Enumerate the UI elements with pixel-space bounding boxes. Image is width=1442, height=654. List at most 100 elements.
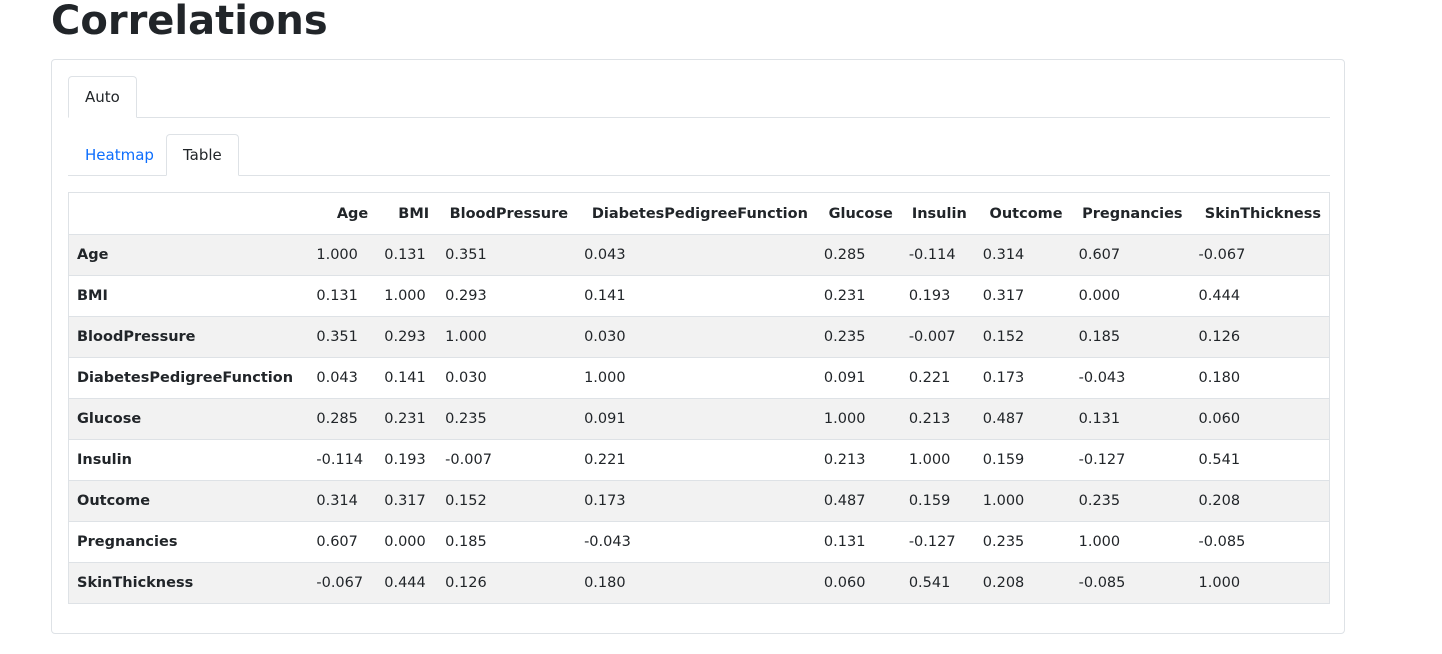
row-header: Age — [68, 234, 309, 276]
row-header: BloodPressure — [68, 316, 309, 358]
table-cell: 0.141 — [576, 275, 816, 317]
table-row: Pregnancies 0.607 0.000 0.185 -0.043 0.131 -0.… — [68, 521, 1330, 563]
table-cell: 0.141 — [376, 357, 438, 399]
table-cell: 0.351 — [437, 234, 577, 276]
table-cell: 0.351 — [308, 316, 377, 358]
table-cell: 0.060 — [815, 562, 901, 604]
table-cell: 0.152 — [437, 480, 577, 522]
table-cell: 0.317 — [376, 480, 438, 522]
table-cell: 0.043 — [308, 357, 377, 399]
table-cell: 1.000 — [437, 316, 577, 358]
table-cell: 0.208 — [1190, 480, 1330, 522]
table-cell: 0.060 — [1190, 398, 1330, 440]
table-cell: 0.185 — [437, 521, 577, 563]
inner-tab-bar: Heatmap Table — [68, 134, 1330, 176]
table-cell: 0.152 — [974, 316, 1071, 358]
table-cell: -0.114 — [900, 234, 975, 276]
table-cell: 0.159 — [974, 439, 1071, 481]
table-cell: 1.000 — [900, 439, 975, 481]
table-cell: 0.607 — [308, 521, 377, 563]
table-cell: 0.131 — [815, 521, 901, 563]
table-cell: 1.000 — [815, 398, 901, 440]
table-cell: 1.000 — [974, 480, 1071, 522]
column-header: Glucose — [828, 205, 893, 222]
table-header-row: Age BMI BloodPressure DiabetesPedigreeFu… — [69, 193, 1330, 235]
table-cell: -0.085 — [1070, 562, 1191, 604]
table-cell: 0.541 — [1190, 439, 1330, 481]
row-header: DiabetesPedigreeFunction — [68, 357, 309, 399]
table-cell: 1.000 — [308, 234, 377, 276]
column-header: Age — [336, 205, 369, 222]
table-cell: 0.131 — [376, 234, 438, 276]
table-cell: -0.127 — [1070, 439, 1191, 481]
table-cell: -0.085 — [1190, 521, 1330, 563]
table-cell: 1.000 — [1070, 521, 1191, 563]
tab-heatmap[interactable]: Heatmap — [85, 146, 154, 164]
table-cell: 0.131 — [308, 275, 377, 317]
column-header: DiabetesPedigreeFunction — [591, 205, 808, 222]
column-header: Outcome — [989, 205, 1063, 222]
table-cell: 0.221 — [900, 357, 975, 399]
correlation-table: Age BMI BloodPressure DiabetesPedigreeFu… — [68, 192, 1330, 604]
column-header: BloodPressure — [449, 205, 569, 222]
table-cell: 0.444 — [1190, 275, 1330, 317]
tab-table[interactable]: Table — [166, 134, 239, 176]
table-cell: 0.231 — [815, 275, 901, 317]
table-cell: 0.314 — [308, 480, 377, 522]
table-cell: 1.000 — [1190, 562, 1330, 604]
table-cell: 0.126 — [437, 562, 577, 604]
table-row: BMI 0.131 1.000 0.293 0.141 0.231 0.193 0.317 0.… — [68, 275, 1330, 317]
table-cell: 0.173 — [974, 357, 1071, 399]
table-cell: -0.067 — [308, 562, 377, 604]
table-cell: 0.159 — [900, 480, 975, 522]
table-cell: -0.114 — [308, 439, 377, 481]
column-header: Insulin — [911, 205, 967, 222]
table-cell: 0.293 — [376, 316, 438, 358]
row-header: Outcome — [68, 480, 309, 522]
table-cell: 0.000 — [1070, 275, 1191, 317]
row-header: Pregnancies — [68, 521, 309, 563]
outer-tab-bar: Auto — [68, 76, 1330, 118]
table-cell: 0.285 — [815, 234, 901, 276]
table-cell: 0.091 — [815, 357, 901, 399]
table-row: Age 1.000 0.131 0.351 0.043 0.285 -0.114 0.314 0… — [68, 234, 1330, 276]
correlations-card: Auto Heatmap Table Age BMI BloodPressure… — [51, 59, 1345, 634]
table-cell: 0.043 — [576, 234, 816, 276]
table-cell: 0.030 — [437, 357, 577, 399]
table-cell: 1.000 — [576, 357, 816, 399]
table-cell: 0.487 — [815, 480, 901, 522]
table-cell: 0.185 — [1070, 316, 1191, 358]
tab-auto[interactable]: Auto — [68, 76, 137, 118]
table-cell: -0.127 — [900, 521, 975, 563]
table-cell: 0.231 — [376, 398, 438, 440]
table-cell: 0.213 — [815, 439, 901, 481]
table-cell: 0.131 — [1070, 398, 1191, 440]
table-cell: 0.541 — [900, 562, 975, 604]
table-cell: 0.607 — [1070, 234, 1191, 276]
table-cell: 0.180 — [576, 562, 816, 604]
table-cell: 0.487 — [974, 398, 1071, 440]
table-row: SkinThickness -0.067 0.444 0.126 0.180 0.060 0… — [68, 562, 1330, 604]
table-cell: -0.007 — [437, 439, 577, 481]
table-cell: 0.180 — [1190, 357, 1330, 399]
table-cell: 0.314 — [974, 234, 1071, 276]
row-header: Glucose — [68, 398, 309, 440]
table-cell: 0.030 — [576, 316, 816, 358]
table-cell: 0.293 — [437, 275, 577, 317]
table-cell: 0.285 — [308, 398, 377, 440]
row-header: Insulin — [68, 439, 309, 481]
table-row: Insulin -0.114 0.193 -0.007 0.221 0.213 1.000 0… — [68, 439, 1330, 481]
table-cell: 0.221 — [576, 439, 816, 481]
column-header: Pregnancies — [1082, 205, 1183, 222]
table-row: DiabetesPedigreeFunction 0.043 0.141 0.030 1… — [68, 357, 1330, 399]
table-cell: 0.091 — [576, 398, 816, 440]
table-cell: 0.000 — [376, 521, 438, 563]
table-cell: 0.208 — [974, 562, 1071, 604]
column-header: BMI — [398, 205, 430, 222]
table-cell: 0.235 — [1070, 480, 1191, 522]
table-cell: 0.235 — [974, 521, 1071, 563]
table-cell: 0.173 — [576, 480, 816, 522]
table-cell: -0.043 — [576, 521, 816, 563]
table-cell: -0.007 — [900, 316, 975, 358]
table-cell: 0.235 — [437, 398, 577, 440]
